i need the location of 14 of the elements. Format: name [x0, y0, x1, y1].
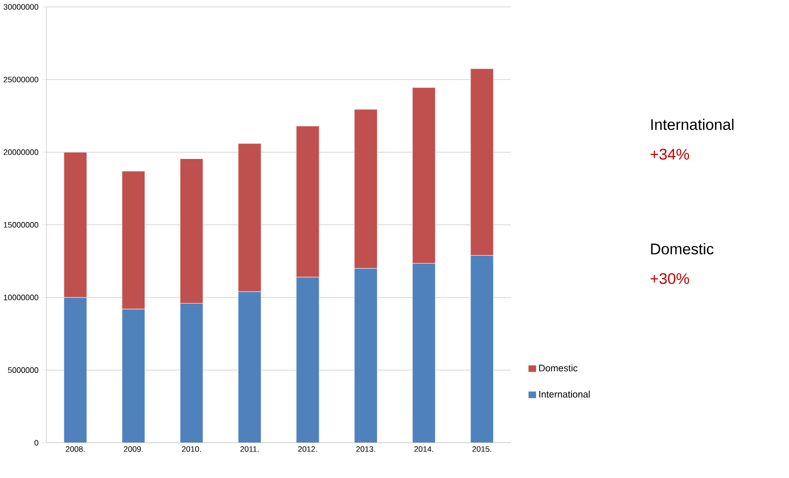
text: +30%	[650, 273, 690, 284]
bar	[238, 292, 262, 443]
bar	[180, 303, 204, 443]
text: International	[651, 118, 734, 130]
bar	[64, 297, 88, 443]
legend-label: International	[539, 390, 590, 398]
text: Domestic	[651, 243, 714, 255]
bar	[296, 277, 320, 443]
bar	[412, 263, 436, 443]
text: +34%	[650, 148, 690, 160]
bar	[470, 255, 494, 443]
bar	[122, 309, 146, 443]
bar	[354, 268, 378, 443]
legend-label: Domestic	[539, 364, 578, 372]
